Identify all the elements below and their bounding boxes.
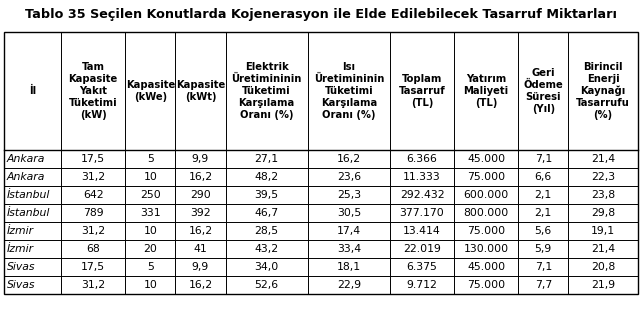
Text: 16,2: 16,2 xyxy=(188,226,213,236)
Text: 392: 392 xyxy=(190,208,211,218)
Text: 20: 20 xyxy=(143,244,157,254)
Text: 39,5: 39,5 xyxy=(255,190,279,200)
Bar xyxy=(4,32,638,294)
Text: 5,9: 5,9 xyxy=(535,244,552,254)
Text: 20,8: 20,8 xyxy=(591,262,615,272)
Text: Tam
Kapasite
Yakıt
Tüketimi
(kW): Tam Kapasite Yakıt Tüketimi (kW) xyxy=(69,62,117,120)
Text: Geri
Ödeme
Süresi
(Yıl): Geri Ödeme Süresi (Yıl) xyxy=(523,68,563,114)
Text: 52,6: 52,6 xyxy=(255,280,279,290)
Text: 75.000: 75.000 xyxy=(467,226,505,236)
Text: Ankara: Ankara xyxy=(7,172,46,182)
Text: 130.000: 130.000 xyxy=(464,244,508,254)
Text: 13.414: 13.414 xyxy=(403,226,441,236)
Text: 5: 5 xyxy=(147,154,153,164)
Text: 34,0: 34,0 xyxy=(254,262,279,272)
Text: Elektrik
Üretimininin
Tüketimi
Karşılama
Oranı (%): Elektrik Üretimininin Tüketimi Karşılama… xyxy=(232,62,302,120)
Text: 25,3: 25,3 xyxy=(337,190,361,200)
Text: 789: 789 xyxy=(83,208,103,218)
Text: 46,7: 46,7 xyxy=(255,208,279,218)
Text: Ankara: Ankara xyxy=(7,154,46,164)
Text: 16,2: 16,2 xyxy=(188,280,213,290)
Text: 22,3: 22,3 xyxy=(591,172,615,182)
Text: 292.432: 292.432 xyxy=(400,190,444,200)
Text: Kapasite
(kWe): Kapasite (kWe) xyxy=(126,80,175,102)
Text: 2,1: 2,1 xyxy=(535,208,552,218)
Text: 9,9: 9,9 xyxy=(192,262,209,272)
Text: 45.000: 45.000 xyxy=(467,154,505,164)
Text: Isı
Üretimininin
Tüketimi
Karşılama
Oranı (%): Isı Üretimininin Tüketimi Karşılama Oran… xyxy=(314,62,384,120)
Text: 600.000: 600.000 xyxy=(464,190,508,200)
Text: İzmir: İzmir xyxy=(7,244,34,254)
Text: 250: 250 xyxy=(140,190,160,200)
Text: 11.333: 11.333 xyxy=(403,172,441,182)
Text: İstanbul: İstanbul xyxy=(7,190,50,200)
Text: 33,4: 33,4 xyxy=(337,244,361,254)
Text: 290: 290 xyxy=(190,190,211,200)
Text: 41: 41 xyxy=(194,244,207,254)
Text: 5,6: 5,6 xyxy=(535,226,552,236)
Text: 6.366: 6.366 xyxy=(406,154,437,164)
Text: 17,4: 17,4 xyxy=(337,226,361,236)
Text: 21,9: 21,9 xyxy=(591,280,615,290)
Text: 31,2: 31,2 xyxy=(81,226,105,236)
Text: Tablo 35 Seçilen Konutlarda Kojenerasyon ile Elde Edilebilecek Tasarruf Miktarla: Tablo 35 Seçilen Konutlarda Kojenerasyon… xyxy=(25,8,617,21)
Text: 6,6: 6,6 xyxy=(535,172,552,182)
Text: 27,1: 27,1 xyxy=(255,154,279,164)
Text: 800.000: 800.000 xyxy=(464,208,508,218)
Text: 31,2: 31,2 xyxy=(81,172,105,182)
Text: 75.000: 75.000 xyxy=(467,280,505,290)
Text: 2,1: 2,1 xyxy=(535,190,552,200)
Text: Birincil
Enerji
Kaynağı
Tasarrufu
(%): Birincil Enerji Kaynağı Tasarrufu (%) xyxy=(577,62,630,120)
Text: 331: 331 xyxy=(140,208,160,218)
Text: 7,1: 7,1 xyxy=(535,262,552,272)
Text: 21,4: 21,4 xyxy=(591,244,615,254)
Text: 43,2: 43,2 xyxy=(255,244,279,254)
Text: Kapasite
(kWt): Kapasite (kWt) xyxy=(176,80,225,102)
Text: 21,4: 21,4 xyxy=(591,154,615,164)
Text: 10: 10 xyxy=(143,280,157,290)
Text: 16,2: 16,2 xyxy=(337,154,361,164)
Text: 30,5: 30,5 xyxy=(337,208,361,218)
Text: 17,5: 17,5 xyxy=(81,154,105,164)
Text: 10: 10 xyxy=(143,172,157,182)
Text: 9.712: 9.712 xyxy=(406,280,437,290)
Text: 68: 68 xyxy=(86,244,100,254)
Text: 642: 642 xyxy=(83,190,103,200)
Text: 18,1: 18,1 xyxy=(337,262,361,272)
Text: 22,9: 22,9 xyxy=(337,280,361,290)
Text: İzmir: İzmir xyxy=(7,226,34,236)
Text: 6.375: 6.375 xyxy=(406,262,437,272)
Text: 9,9: 9,9 xyxy=(192,154,209,164)
Text: 7,7: 7,7 xyxy=(535,280,552,290)
Text: 29,8: 29,8 xyxy=(591,208,615,218)
Text: İstanbul: İstanbul xyxy=(7,208,50,218)
Text: 75.000: 75.000 xyxy=(467,172,505,182)
Text: 23,8: 23,8 xyxy=(591,190,615,200)
Text: Yatırım
Maliyeti
(TL): Yatırım Maliyeti (TL) xyxy=(464,74,508,108)
Text: 28,5: 28,5 xyxy=(255,226,279,236)
Text: 16,2: 16,2 xyxy=(188,172,213,182)
Text: 7,1: 7,1 xyxy=(535,154,552,164)
Text: 19,1: 19,1 xyxy=(591,226,615,236)
Text: 45.000: 45.000 xyxy=(467,262,505,272)
Text: 23,6: 23,6 xyxy=(337,172,361,182)
Text: İl: İl xyxy=(29,86,36,96)
Text: 377.170: 377.170 xyxy=(400,208,444,218)
Text: 48,2: 48,2 xyxy=(255,172,279,182)
Text: 17,5: 17,5 xyxy=(81,262,105,272)
Text: 10: 10 xyxy=(143,226,157,236)
Text: 22.019: 22.019 xyxy=(403,244,441,254)
Text: Sivas: Sivas xyxy=(7,280,35,290)
Text: 31,2: 31,2 xyxy=(81,280,105,290)
Text: 5: 5 xyxy=(147,262,153,272)
Text: Toplam
Tasarruf
(TL): Toplam Tasarruf (TL) xyxy=(399,74,446,108)
Text: Sivas: Sivas xyxy=(7,262,35,272)
